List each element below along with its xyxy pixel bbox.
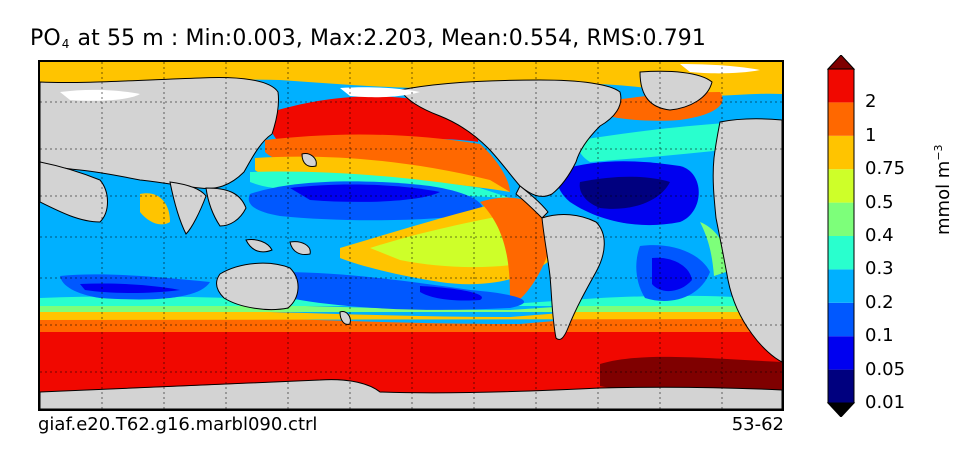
graticule [40, 62, 782, 409]
south-pacific-gyre-core [420, 286, 482, 301]
ice-patch [340, 87, 420, 98]
colorbar-frame [827, 68, 855, 404]
weddell-high-po4 [600, 356, 782, 395]
eq-pacific-lightgreen [370, 214, 532, 268]
south-america [541, 214, 605, 341]
colorbar-segment [828, 236, 854, 270]
year-range: 53-62 [731, 414, 784, 435]
unit-main: mmol m [933, 160, 954, 235]
sea-ice [60, 64, 760, 101]
colorbar-tick-label: 0.3 [865, 258, 894, 280]
plot-title: PO4 at 55 m : Min:0.003, Max:2.203, Mean:… [30, 26, 790, 51]
north-pacific-gyre-core [290, 184, 440, 202]
colorbar-tick-label: 0.75 [865, 158, 906, 180]
colorbar-segment [828, 269, 854, 303]
colorbar-segment [828, 169, 854, 203]
benguela-upwelling [700, 222, 727, 276]
japan [301, 153, 317, 167]
title-variable: PO [30, 26, 61, 51]
colorbar-tick-label: 0.5 [865, 191, 894, 213]
arabian-sea [140, 193, 170, 225]
greenland [639, 70, 713, 111]
colorbar-tick-label: 2 [865, 91, 877, 113]
north-atlantic-subpolar [578, 122, 755, 162]
colorbar-segment [828, 369, 854, 403]
unit-exponent: −3 [932, 144, 945, 161]
colorbar-tick-label: 0.05 [865, 358, 906, 380]
colorbar-segment [828, 202, 854, 236]
indonesia [245, 239, 273, 253]
run-name: giaf.e20.T62.g16.marbl090.ctrl [38, 414, 318, 435]
ice-patch [680, 64, 760, 74]
north-america [399, 79, 622, 197]
sargasso-core [579, 176, 670, 209]
title-subscript: 4 [61, 37, 70, 51]
colorbar-extend-min [826, 402, 856, 418]
colorbar-unit: mmol m−3 [932, 144, 954, 235]
colorbar-segment [828, 135, 854, 170]
colorbar-tick-label: 0.01 [865, 392, 906, 413]
colorbar-tick-label: 0.2 [865, 291, 894, 313]
eurasia-west [40, 77, 279, 189]
india [169, 181, 207, 235]
colorbar-tick-label: 0.1 [865, 325, 894, 347]
colorbar-segment [828, 69, 854, 103]
africa-europe-east [712, 118, 782, 363]
indian-ocean-gyre-core [80, 283, 180, 293]
south-atlantic-core [652, 257, 692, 292]
new-guinea [289, 241, 311, 255]
colorbar-segment [828, 336, 854, 370]
arctic-ocean [40, 62, 782, 97]
colorbar-svg [826, 54, 856, 418]
land [40, 70, 782, 409]
peru-upwelling [480, 197, 552, 306]
map-panel [38, 60, 784, 411]
colorbar-segment [828, 302, 854, 337]
map-svg [40, 62, 782, 409]
title-stats: at 55 m : Min:0.003, Max:2.203, Mean:0.5… [77, 26, 706, 51]
colorbar [826, 54, 886, 418]
africa-east-edge [40, 161, 108, 223]
colorbar-segment [828, 102, 854, 136]
colorbar-tick-label: 0.4 [865, 225, 894, 246]
colorbar-tick-label: 1 [865, 124, 877, 146]
ice-patch [60, 89, 140, 101]
colorbar-extend-max [826, 54, 856, 70]
